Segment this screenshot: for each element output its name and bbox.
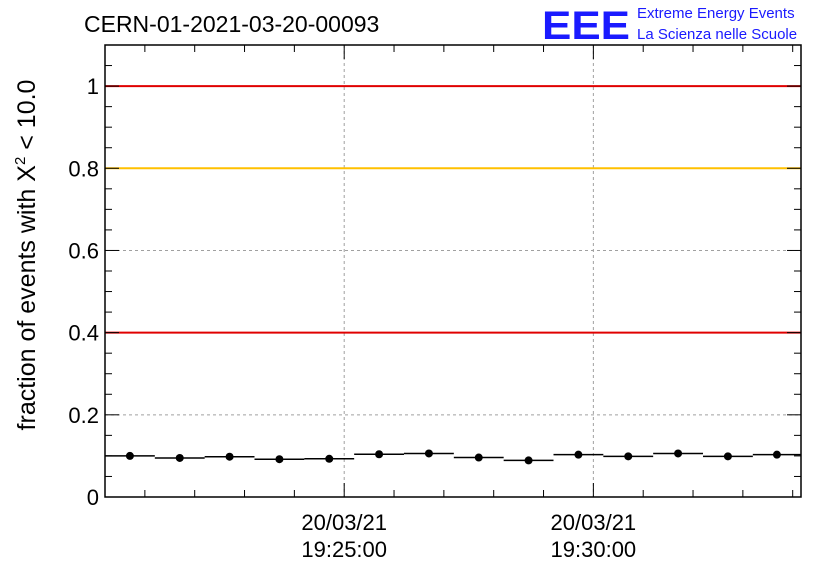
data-point xyxy=(772,450,781,459)
logo-line-1: Extreme Energy Events xyxy=(637,5,795,22)
plot-area: 00.20.40.60.8120/03/2119:25:0020/03/2119… xyxy=(68,44,802,562)
data-point xyxy=(225,452,234,461)
data-point xyxy=(175,453,184,462)
x-tick-time-label: 19:30:00 xyxy=(551,537,637,562)
x-tick-date-label: 20/03/21 xyxy=(551,510,637,535)
y-tick-label: 0 xyxy=(87,485,99,510)
data-point xyxy=(325,454,334,463)
data-point xyxy=(674,449,683,458)
data-point xyxy=(524,456,533,465)
x-tick-date-label: 20/03/21 xyxy=(301,510,387,535)
y-tick-label: 0.2 xyxy=(68,403,99,428)
y-tick-label: 0.4 xyxy=(68,321,99,346)
y-axis-title-superscript: 2 xyxy=(12,157,29,165)
data-point xyxy=(624,452,633,461)
y-tick-label: 1 xyxy=(87,74,99,99)
data-point xyxy=(474,453,483,462)
y-tick-label: 0.8 xyxy=(68,156,99,181)
eee-logo-mark: EEE xyxy=(542,4,630,48)
data-point xyxy=(424,449,433,458)
data-point xyxy=(375,450,384,459)
eee-logo: EEE Extreme Energy Events La Scienza nel… xyxy=(542,4,797,48)
logo-line-2: La Scienza nelle Scuole xyxy=(637,26,797,43)
data-point xyxy=(125,451,134,460)
y-axis-title-prefix: fraction of events with X xyxy=(13,165,41,431)
x-tick-time-label: 19:25:00 xyxy=(301,537,387,562)
data-point xyxy=(574,450,583,459)
data-point xyxy=(275,455,284,464)
chart-title: CERN-01-2021-03-20-00093 xyxy=(84,11,379,37)
data-point xyxy=(723,452,732,461)
y-axis-title-suffix: < 10.0 xyxy=(13,80,41,157)
y-axis-title: fraction of events with X2 < 10.0 xyxy=(12,80,41,431)
y-tick-label: 0.6 xyxy=(68,238,99,263)
